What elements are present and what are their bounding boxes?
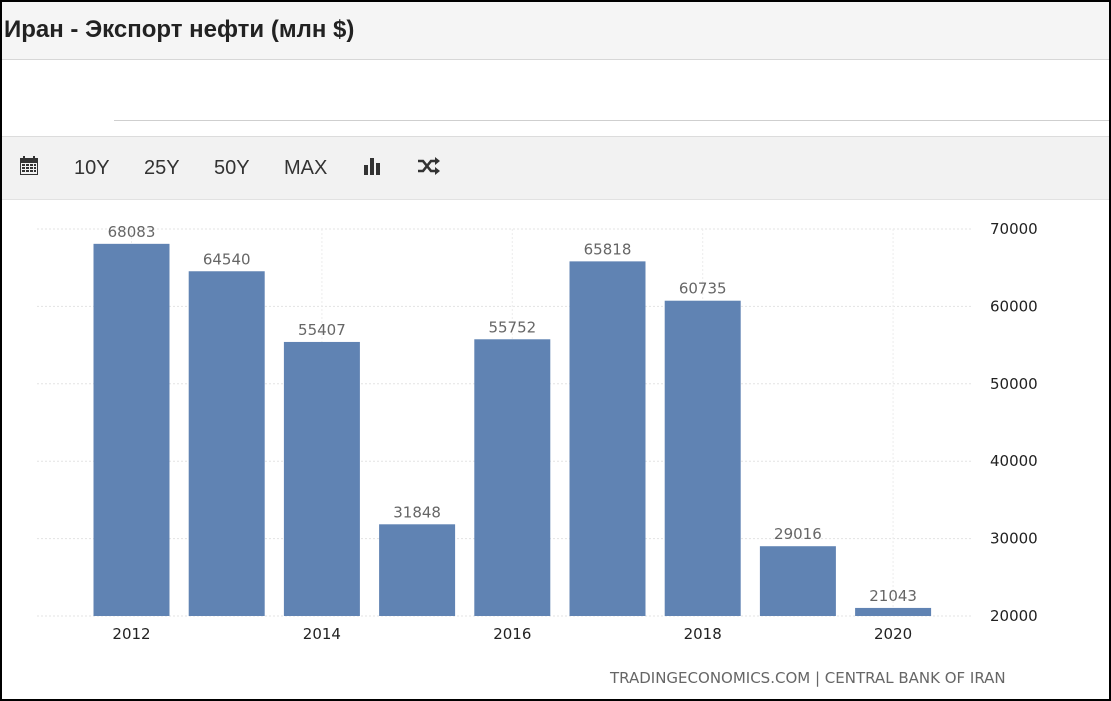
divider xyxy=(114,120,1109,121)
bar-2016[interactable] xyxy=(474,339,551,616)
range-50y-button[interactable]: 50Y xyxy=(214,157,250,179)
x-tick-label: 2020 xyxy=(874,625,912,643)
title-bar: Иран - Экспорт нефти (млн $) xyxy=(2,2,1109,60)
x-tick-label: 2012 xyxy=(112,625,150,643)
data-label-2020: 21043 xyxy=(869,587,917,605)
y-tick-label: 40000 xyxy=(990,452,1038,470)
y-tick-label: 30000 xyxy=(990,530,1038,548)
bar-2012[interactable] xyxy=(93,243,170,616)
x-tick-label: 2014 xyxy=(303,625,341,643)
data-label-2017: 65818 xyxy=(584,240,632,258)
chart-toolbar: 10Y 25Y 50Y MAX xyxy=(2,136,1109,200)
data-label-2014: 55407 xyxy=(298,321,346,339)
bar-2017[interactable] xyxy=(569,261,646,616)
data-label-2016: 55752 xyxy=(488,318,536,336)
bar-2013[interactable] xyxy=(188,271,265,616)
x-tick-label: 2016 xyxy=(493,625,531,643)
source-credit: TRADINGECONOMICS.COM | CENTRAL BANK OF I… xyxy=(610,669,1006,687)
data-label-2015: 31848 xyxy=(393,503,441,521)
y-tick-label: 50000 xyxy=(990,375,1038,393)
data-label-2013: 64540 xyxy=(203,250,251,268)
bar-2019[interactable] xyxy=(759,546,836,616)
subheader-area xyxy=(2,60,1109,136)
x-tick-label: 2018 xyxy=(684,625,722,643)
bar-2020[interactable] xyxy=(855,607,932,616)
data-label-2012: 68083 xyxy=(108,223,156,241)
page-title: Иран - Экспорт нефти (млн $) xyxy=(4,16,355,43)
bar-2018[interactable] xyxy=(664,300,741,616)
y-tick-label: 60000 xyxy=(990,297,1038,315)
data-label-2019: 29016 xyxy=(774,525,822,543)
bar-2014[interactable] xyxy=(283,341,360,616)
data-label-2018: 60735 xyxy=(679,280,727,298)
bar-chart: 68083 64540 55407 31848 55752 65818 60735 29016… xyxy=(37,220,1038,643)
shuffle-icon[interactable] xyxy=(416,155,442,182)
range-25y-button[interactable]: 25Y xyxy=(144,157,180,179)
y-tick-label: 20000 xyxy=(990,607,1038,625)
bar-2015[interactable] xyxy=(379,524,456,616)
bar-chart-icon[interactable] xyxy=(362,155,384,182)
range-max-button[interactable]: MAX xyxy=(284,157,328,179)
calendar-icon[interactable] xyxy=(18,155,40,182)
y-tick-label: 70000 xyxy=(990,220,1038,238)
range-10y-button[interactable]: 10Y xyxy=(74,157,110,179)
